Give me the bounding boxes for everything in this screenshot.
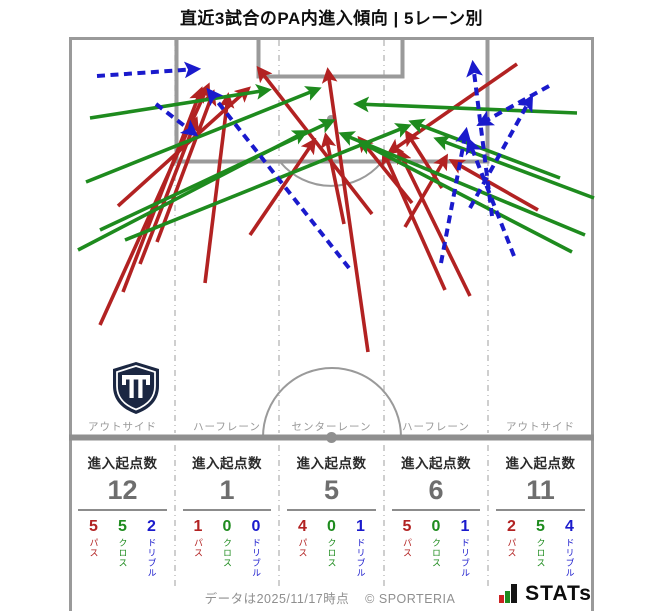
data-timestamp: データは2025/11/17時点 bbox=[204, 592, 350, 606]
stats-column-half-right: 進入起点数 6 5 パス 0 クロス 1 ドリブル bbox=[384, 444, 488, 578]
pass-arrow bbox=[397, 147, 472, 297]
origin-count: 1 bbox=[219, 475, 235, 505]
cross-label: クロス bbox=[222, 538, 232, 568]
cross-stat: 0 クロス bbox=[431, 518, 441, 568]
lane-label-outside-right: アウトサイド bbox=[506, 421, 575, 433]
dribble-arrow bbox=[466, 59, 494, 217]
divider-rule bbox=[392, 509, 480, 511]
pass-arrow bbox=[357, 135, 414, 205]
dribble-label: ドリブル bbox=[355, 538, 366, 578]
dribble-stat: 1 ドリブル bbox=[355, 518, 366, 578]
divider-rule bbox=[496, 509, 585, 511]
stats-column-half-left: 進入起点数 1 1 パス 0 クロス 0 ドリブル bbox=[175, 444, 279, 578]
cross-arrow bbox=[338, 131, 586, 237]
brand-name: STATs bbox=[525, 582, 592, 605]
cross-arrow bbox=[353, 96, 578, 115]
cross-label: クロス bbox=[431, 538, 441, 568]
pass-label: パス bbox=[402, 538, 412, 558]
center-circle bbox=[262, 367, 402, 438]
divider-rule bbox=[183, 509, 271, 511]
stat-header: 進入起点数 bbox=[401, 456, 471, 471]
stats-column-outside-left: 進入起点数 12 5 パス 5 クロス 2 ドリブル bbox=[70, 444, 175, 578]
cross-arrow bbox=[356, 140, 573, 254]
pass-stat: 5 パス bbox=[402, 518, 412, 558]
cross-arrow bbox=[85, 86, 322, 184]
dribble-label: ドリブル bbox=[146, 538, 157, 578]
pass-stat: 1 パス bbox=[193, 518, 203, 558]
dribble-arrow bbox=[465, 137, 516, 257]
pass-stat: 4 パス bbox=[297, 518, 308, 558]
lane-label-half-left: ハーフレーン bbox=[193, 421, 261, 433]
lane-label-center: センターレーン bbox=[291, 421, 372, 433]
pass-label: パス bbox=[506, 538, 517, 558]
lane-dividers-stats bbox=[174, 445, 489, 587]
stat-header: 進入起点数 bbox=[296, 456, 367, 471]
dribble-label: ドリブル bbox=[564, 538, 575, 578]
entry-arrows-layer bbox=[77, 59, 595, 353]
cross-arrow bbox=[408, 118, 561, 180]
page-title: 直近3試合のPA内進入傾向 | 5レーン別 bbox=[179, 9, 484, 28]
center-spot bbox=[326, 432, 337, 443]
pass-arrow bbox=[448, 159, 539, 212]
origin-count: 6 bbox=[428, 475, 444, 505]
cross-stat: 5 クロス bbox=[117, 518, 128, 568]
cross-arrow bbox=[89, 84, 272, 120]
pass-stat: 5 パス bbox=[88, 518, 99, 558]
origin-count: 11 bbox=[526, 475, 555, 505]
stat-header: 進入起点数 bbox=[505, 456, 576, 471]
stat-header: 進入起点数 bbox=[87, 456, 158, 471]
dribble-arrow bbox=[468, 94, 534, 209]
lane-label-half-right: ハーフレーン bbox=[402, 421, 470, 433]
lane-label-outside-left: アウトサイド bbox=[88, 421, 157, 433]
cross-arrow bbox=[433, 135, 595, 200]
cross-label: クロス bbox=[535, 538, 546, 568]
dribble-label: ドリブル bbox=[460, 538, 470, 578]
dribble-stat: 2 ドリブル bbox=[146, 518, 157, 578]
bar-chart-icon bbox=[499, 584, 518, 603]
dribble-stat: 1 ドリブル bbox=[460, 518, 470, 578]
cross-stat: 5 クロス bbox=[535, 518, 546, 568]
pass-arrow bbox=[248, 137, 317, 237]
club-crest-icon bbox=[113, 362, 159, 414]
origin-count: 5 bbox=[323, 475, 340, 505]
pass-label: パス bbox=[88, 538, 99, 558]
goal-area bbox=[256, 38, 405, 79]
cross-label: クロス bbox=[326, 538, 337, 568]
pass-arrow bbox=[155, 89, 217, 243]
pass-label: パス bbox=[297, 538, 308, 558]
dribble-arrow bbox=[439, 126, 472, 264]
dribble-arrow bbox=[206, 87, 351, 270]
pass-arrow bbox=[321, 67, 370, 353]
dribble-label: ドリブル bbox=[251, 538, 261, 578]
outer-frame bbox=[69, 37, 594, 611]
cross-stat: 0 クロス bbox=[326, 518, 337, 568]
dribble-arrow bbox=[476, 84, 550, 127]
cross-arrow bbox=[77, 130, 309, 252]
stats-column-center: 進入起点数 5 4 パス 0 クロス 1 ドリブル bbox=[279, 444, 384, 578]
cross-stat: 0 クロス bbox=[222, 518, 232, 568]
pass-arrow bbox=[404, 129, 444, 189]
pass-arrow bbox=[320, 132, 346, 225]
dribble-stat: 0 ドリブル bbox=[251, 518, 261, 578]
dribble-arrow bbox=[154, 102, 199, 137]
pass-stat: 2 パス bbox=[506, 518, 517, 558]
divider-rule bbox=[78, 509, 167, 511]
cross-label: クロス bbox=[117, 538, 128, 568]
dribble-stat: 4 ドリブル bbox=[564, 518, 575, 578]
pass-label: パス bbox=[193, 538, 203, 558]
stat-header: 進入起点数 bbox=[192, 456, 262, 471]
stats-brand-logo: STATs bbox=[498, 583, 592, 605]
footer-note: データは2025/11/17時点 © SPORTERIA bbox=[140, 588, 520, 607]
origin-count: 12 bbox=[107, 475, 138, 505]
pass-arrow bbox=[381, 149, 447, 291]
copyright: © SPORTERIA bbox=[365, 592, 456, 606]
dribble-arrow bbox=[96, 61, 202, 79]
stats-column-outside-right: 進入起点数 11 2 パス 5 クロス 4 ドリブル bbox=[488, 444, 593, 578]
divider-rule bbox=[287, 509, 376, 511]
